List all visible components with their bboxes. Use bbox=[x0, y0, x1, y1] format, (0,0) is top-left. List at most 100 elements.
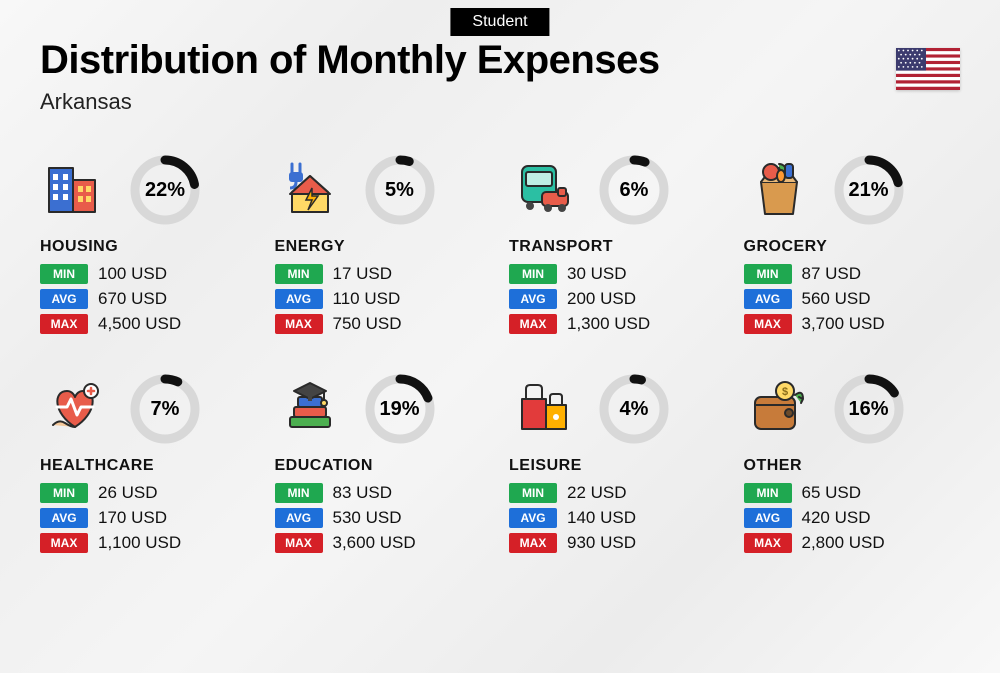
category-name: GROCERY bbox=[744, 238, 961, 256]
stat-avg: AVG 420 USD bbox=[744, 508, 961, 528]
max-tag: MAX bbox=[40, 314, 88, 334]
min-tag: MIN bbox=[509, 483, 557, 503]
stat-max: MAX 3,700 USD bbox=[744, 314, 961, 334]
stat-max: MAX 930 USD bbox=[509, 533, 726, 553]
page-title: Distribution of Monthly Expenses bbox=[40, 38, 960, 83]
min-value: 22 USD bbox=[567, 483, 627, 503]
min-tag: MIN bbox=[275, 264, 323, 284]
max-tag: MAX bbox=[275, 314, 323, 334]
min-tag: MIN bbox=[509, 264, 557, 284]
stat-min: MIN 87 USD bbox=[744, 264, 961, 284]
stat-min: MIN 17 USD bbox=[275, 264, 492, 284]
avg-value: 170 USD bbox=[98, 508, 167, 528]
stat-avg: AVG 110 USD bbox=[275, 289, 492, 309]
avg-tag: AVG bbox=[744, 508, 792, 528]
max-tag: MAX bbox=[509, 314, 557, 334]
stat-max: MAX 750 USD bbox=[275, 314, 492, 334]
max-value: 750 USD bbox=[333, 314, 402, 334]
min-value: 100 USD bbox=[98, 264, 167, 284]
percent-label: 4% bbox=[597, 372, 671, 446]
max-tag: MAX bbox=[509, 533, 557, 553]
min-value: 26 USD bbox=[98, 483, 158, 503]
percent-ring-housing: 22% bbox=[128, 153, 202, 227]
stat-avg: AVG 530 USD bbox=[275, 508, 492, 528]
max-tag: MAX bbox=[40, 533, 88, 553]
avg-tag: AVG bbox=[275, 289, 323, 309]
card-leisure: 4% LEISURE MIN 22 USD AVG 140 USD MAX 93… bbox=[509, 369, 726, 558]
category-name: HEALTHCARE bbox=[40, 457, 257, 475]
min-value: 17 USD bbox=[333, 264, 393, 284]
card-energy: 5% ENERGY MIN 17 USD AVG 110 USD MAX 750… bbox=[275, 150, 492, 339]
min-tag: MIN bbox=[744, 264, 792, 284]
min-value: 83 USD bbox=[333, 483, 393, 503]
min-tag: MIN bbox=[40, 264, 88, 284]
svg-text:$: $ bbox=[781, 386, 787, 398]
percent-label: 6% bbox=[597, 153, 671, 227]
card-healthcare: 7% HEALTHCARE MIN 26 USD AVG 170 USD MAX… bbox=[40, 369, 257, 558]
stat-avg: AVG 670 USD bbox=[40, 289, 257, 309]
energy-icon bbox=[275, 155, 345, 225]
usa-flag-icon bbox=[896, 48, 960, 90]
card-transport: 6% TRANSPORT MIN 30 USD AVG 200 USD MAX … bbox=[509, 150, 726, 339]
min-tag: MIN bbox=[275, 483, 323, 503]
avg-tag: AVG bbox=[509, 289, 557, 309]
percent-label: 21% bbox=[832, 153, 906, 227]
stat-min: MIN 100 USD bbox=[40, 264, 257, 284]
category-name: TRANSPORT bbox=[509, 238, 726, 256]
avg-tag: AVG bbox=[509, 508, 557, 528]
category-name: LEISURE bbox=[509, 457, 726, 475]
stat-avg: AVG 560 USD bbox=[744, 289, 961, 309]
percent-label: 5% bbox=[363, 153, 437, 227]
other-icon: $ bbox=[744, 374, 814, 444]
max-value: 4,500 USD bbox=[98, 314, 181, 334]
max-tag: MAX bbox=[744, 314, 792, 334]
max-tag: MAX bbox=[275, 533, 323, 553]
education-icon bbox=[275, 374, 345, 444]
percent-ring-transport: 6% bbox=[597, 153, 671, 227]
avg-value: 200 USD bbox=[567, 289, 636, 309]
stat-min: MIN 65 USD bbox=[744, 483, 961, 503]
max-value: 930 USD bbox=[567, 533, 636, 553]
expense-grid: 22% HOUSING MIN 100 USD AVG 670 USD MAX … bbox=[40, 150, 960, 558]
max-value: 1,100 USD bbox=[98, 533, 181, 553]
card-housing: 22% HOUSING MIN 100 USD AVG 670 USD MAX … bbox=[40, 150, 257, 339]
max-value: 3,700 USD bbox=[802, 314, 885, 334]
avg-value: 140 USD bbox=[567, 508, 636, 528]
percent-ring-education: 19% bbox=[363, 372, 437, 446]
stat-avg: AVG 140 USD bbox=[509, 508, 726, 528]
stat-max: MAX 1,100 USD bbox=[40, 533, 257, 553]
avg-value: 110 USD bbox=[333, 289, 401, 309]
avg-value: 420 USD bbox=[802, 508, 871, 528]
percent-ring-energy: 5% bbox=[363, 153, 437, 227]
stat-avg: AVG 170 USD bbox=[40, 508, 257, 528]
stat-min: MIN 83 USD bbox=[275, 483, 492, 503]
avg-tag: AVG bbox=[744, 289, 792, 309]
avg-value: 670 USD bbox=[98, 289, 167, 309]
stat-min: MIN 30 USD bbox=[509, 264, 726, 284]
percent-ring-leisure: 4% bbox=[597, 372, 671, 446]
percent-ring-other: 16% bbox=[832, 372, 906, 446]
card-education: 19% EDUCATION MIN 83 USD AVG 530 USD MAX… bbox=[275, 369, 492, 558]
avg-tag: AVG bbox=[275, 508, 323, 528]
category-name: HOUSING bbox=[40, 238, 257, 256]
stat-avg: AVG 200 USD bbox=[509, 289, 726, 309]
min-value: 87 USD bbox=[802, 264, 862, 284]
stat-min: MIN 26 USD bbox=[40, 483, 257, 503]
max-value: 1,300 USD bbox=[567, 314, 650, 334]
transport-icon bbox=[509, 155, 579, 225]
avg-tag: AVG bbox=[40, 508, 88, 528]
page-subtitle: Arkansas bbox=[40, 89, 960, 115]
header: Distribution of Monthly Expenses Arkansa… bbox=[40, 38, 960, 115]
avg-value: 530 USD bbox=[333, 508, 402, 528]
stat-max: MAX 2,800 USD bbox=[744, 533, 961, 553]
leisure-icon bbox=[509, 374, 579, 444]
card-grocery: 21% GROCERY MIN 87 USD AVG 560 USD MAX 3… bbox=[744, 150, 961, 339]
category-name: OTHER bbox=[744, 457, 961, 475]
housing-icon bbox=[40, 155, 110, 225]
stat-max: MAX 4,500 USD bbox=[40, 314, 257, 334]
min-value: 65 USD bbox=[802, 483, 862, 503]
max-tag: MAX bbox=[744, 533, 792, 553]
stat-max: MAX 3,600 USD bbox=[275, 533, 492, 553]
stat-min: MIN 22 USD bbox=[509, 483, 726, 503]
min-tag: MIN bbox=[744, 483, 792, 503]
